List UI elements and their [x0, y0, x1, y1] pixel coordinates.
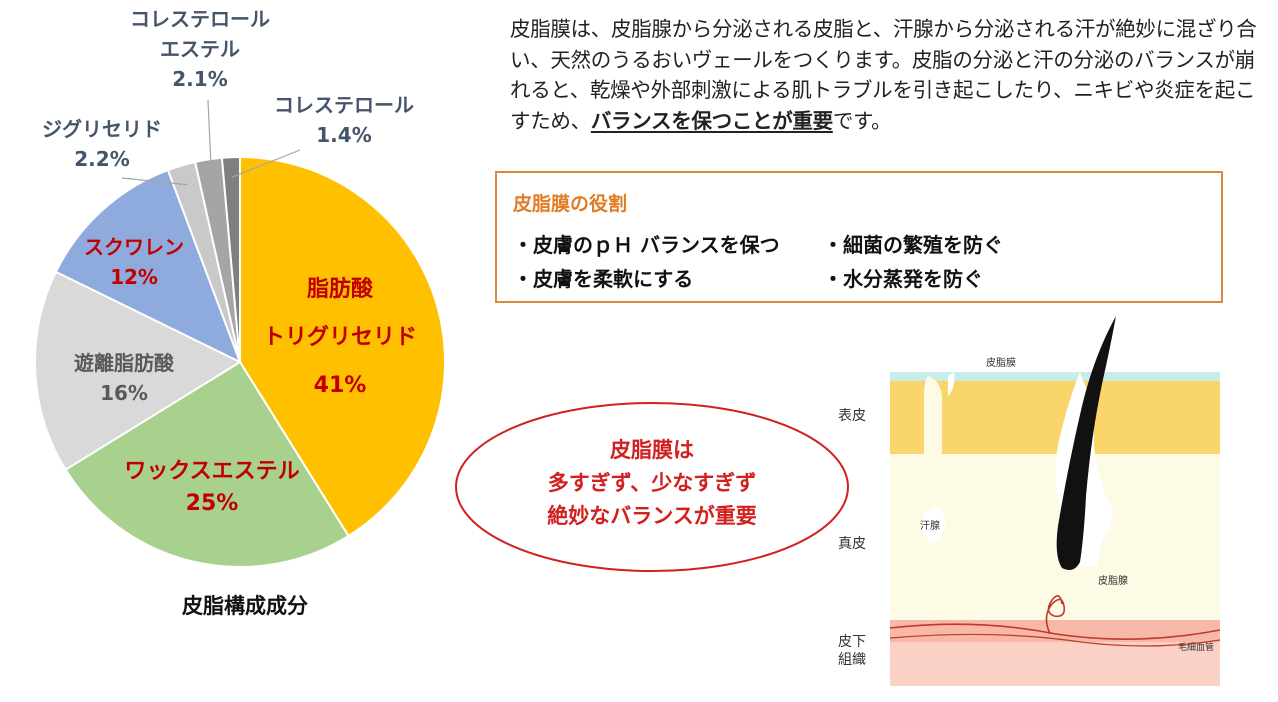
sweat-duct [924, 376, 942, 504]
pie-slice [220, 155, 241, 363]
intro-text-end: です。 [832, 108, 892, 133]
sebum-film [890, 372, 1220, 381]
skin-diagram: 皮脂膜 表皮 汗腺 真皮 皮脂腺 皮下組織 毛細血管 [838, 316, 1221, 686]
label-sebum-film: 皮脂膜 [986, 356, 1016, 369]
pie-slice-label: 遊離脂肪酸 16% [74, 351, 175, 405]
pie-leader-line [207, 99, 213, 180]
pie-slice-label: 脂肪酸トリグリセリド 41% [263, 276, 417, 398]
chart-title: 皮脂構成成分 [182, 594, 308, 618]
callout-ellipse [455, 402, 849, 572]
label-sebaceous-gland: 皮脂腺 [1098, 574, 1128, 587]
role-item-ph: ・皮膚のｐＨ バランスを保つ [513, 233, 780, 257]
pie-slice-label: コレステロール 1.4% [274, 93, 414, 147]
capillary-line [889, 623, 1221, 640]
intro-text: 皮脂膜は、皮脂腺から分泌される皮脂と、汗腺から分泌される汗が絶妙に混ざり合い、天… [510, 17, 1257, 133]
pie-slice-label: スクワレン 12% [84, 235, 184, 289]
pie-slice-label: ジグリセリド 2.2% [42, 117, 162, 171]
epidermis-layer [890, 378, 1220, 454]
label-capillary: 毛細血管 [1178, 641, 1214, 653]
pie-slice [34, 270, 243, 472]
capillary-line [889, 633, 1221, 647]
pie-slice [64, 360, 350, 568]
label-dermis: 真皮 [838, 536, 866, 552]
callout-line: 多すぎず、少なすぎず [547, 471, 757, 495]
roles-title: 皮脂膜の役割 [513, 193, 628, 215]
pie-leader-line [121, 177, 188, 186]
pie-slice [239, 155, 446, 538]
pie-slice [54, 168, 242, 365]
sweat-gland-shape [922, 506, 945, 542]
role-item-moisture: ・水分蒸発を防ぐ [823, 267, 983, 291]
pie-slice-label: コレステロールエステル 2.1% [130, 7, 270, 91]
callout-line: 皮脂膜は [610, 438, 694, 462]
label-sweat-gland: 汗腺 [920, 519, 940, 532]
callout-text: 皮脂膜は 多すぎず、少なすぎず 絶妙なバランスが重要 [452, 434, 852, 533]
balance-callout: 皮脂膜は 多すぎず、少なすぎず 絶妙なバランスが重要 [452, 400, 852, 574]
roles-box: 皮脂膜の役割 ・皮膚のｐＨ バランスを保つ ・細菌の繁殖を防ぐ ・皮膚を柔軟にす… [495, 171, 1223, 303]
label-epidermis: 表皮 [838, 408, 866, 424]
pie-leader-line [231, 149, 301, 178]
callout-line: 絶妙なバランスが重要 [547, 504, 757, 528]
pie-slice-label: ワックスエステル 25% [124, 459, 299, 516]
sebaceous-gland-coil [1045, 595, 1066, 635]
hair-strand [1056, 316, 1116, 570]
pie-chart: 脂肪酸トリグリセリド 41% ワックスエステル 25% 遊離脂肪酸 16% スクワレン 12%… [34, 7, 446, 568]
label-subcutaneous: 皮下組織 [838, 634, 866, 668]
role-item-bacteria: ・細菌の繁殖を防ぐ [823, 233, 1003, 257]
intro-emphasis: バランスを保つことが重要 [590, 108, 833, 133]
intro-paragraph: 皮脂膜は、皮脂腺から分泌される皮脂と、汗腺から分泌される汗が絶妙に混ざり合い、天… [510, 14, 1270, 136]
role-item-soften: ・皮膚を柔軟にする [513, 267, 694, 291]
